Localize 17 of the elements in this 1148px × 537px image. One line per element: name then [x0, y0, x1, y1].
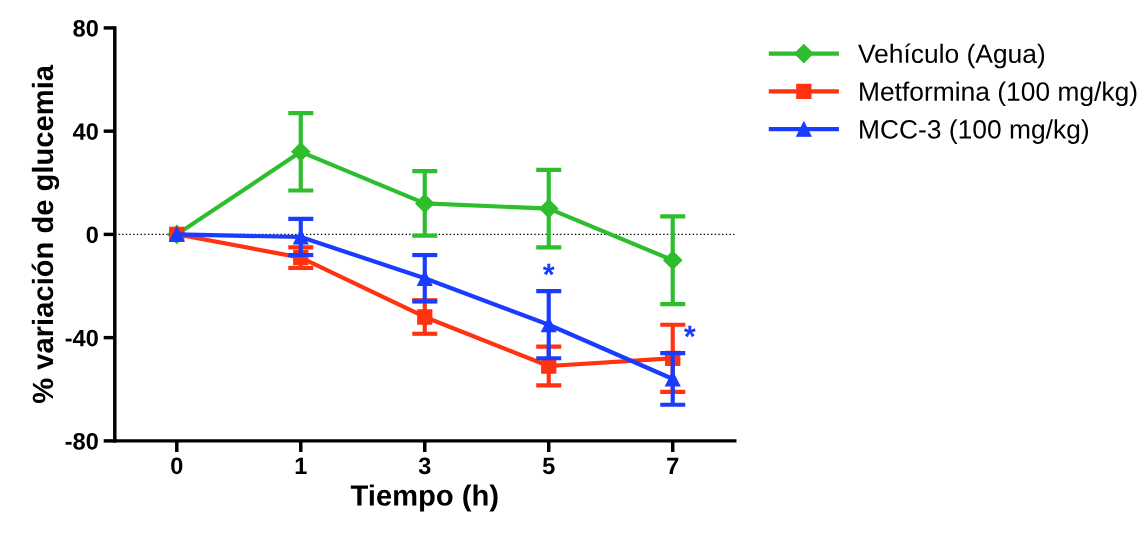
x-axis-title: Tiempo (h): [350, 484, 498, 512]
y-tick-label: -40: [65, 329, 98, 347]
x-tick-label: 0: [171, 457, 183, 475]
y-axis-title: % variación de glucemia: [31, 64, 60, 404]
x-tick-label: 5: [542, 457, 555, 475]
y-tick-label: 0: [86, 226, 98, 244]
x-tick-label: 7: [667, 457, 679, 474]
y-tick-label: 40: [72, 123, 98, 140]
legend-label: MCC-3 (100 mg/kg): [860, 119, 1088, 144]
legend-label: Vehículo (Agua): [858, 43, 1045, 69]
x-tick-label: 1: [295, 457, 307, 474]
x-tick-label: 3: [418, 457, 431, 475]
legend-label: Metformina (100 mg/kg): [860, 81, 1137, 107]
annotation: *: [683, 325, 696, 338]
annotation: *: [542, 263, 555, 276]
y-tick-label: -80: [65, 432, 98, 450]
y-tick-label: 80: [73, 19, 98, 37]
